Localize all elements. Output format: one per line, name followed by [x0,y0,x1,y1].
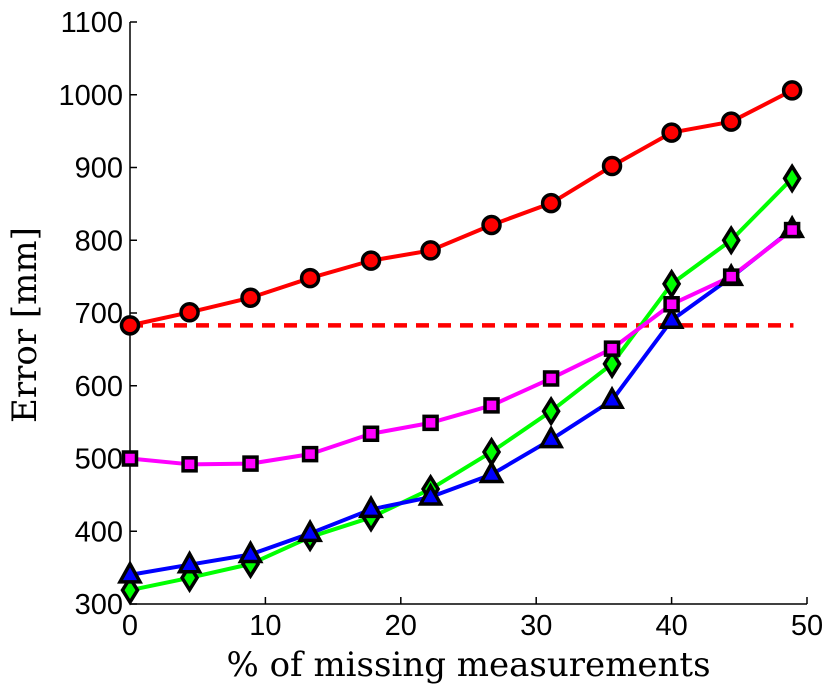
red-circles-line [129,88,794,328]
red-circles-point [119,315,141,336]
green-diamonds-point [782,163,802,194]
blue-triangles-point [478,459,505,484]
green-diamonds-point [541,395,561,427]
y-tick-label: 500 [75,444,123,476]
green-diamonds-line [129,177,794,593]
magenta-squares-point [362,425,380,443]
red-circles-point [360,250,382,271]
y-tick-label: 900 [75,153,123,185]
red-circles-point [240,287,261,308]
y-tick-label: 1100 [61,7,123,39]
red-circles-point [179,302,200,323]
red-circles-point [781,80,803,101]
red-circles-point [481,214,502,236]
magenta-squares-point [722,268,740,285]
red-circles-point [420,240,441,261]
blue-triangles-point [538,424,565,449]
magenta-squares-point [121,450,139,467]
red-circles-point [299,267,321,289]
x-tick-label: 0 [122,610,138,642]
magenta-squares-point [542,370,560,387]
red-circles-point [540,192,562,214]
green-diamonds-point [602,348,622,380]
blue-triangles-point [237,539,264,564]
magenta-squares-point [301,445,319,463]
magenta-squares-point [603,340,621,357]
y-tick-label: 1000 [58,80,123,112]
y-tick-label: 700 [75,298,123,330]
green-diamonds-point [662,268,682,300]
magenta-squares-point [181,456,198,473]
blue-triangles-point [297,518,324,543]
red-circles-point [661,122,682,143]
red-circles-point [720,111,742,132]
magenta-squares-point [483,397,500,414]
y-tick-label: 300 [75,589,123,621]
magenta-squares-point [663,296,680,313]
y-tick-label: 800 [75,225,123,257]
blue-triangles-point [658,305,685,330]
magenta-squares-point [242,455,259,472]
blue-triangles-point [358,494,384,519]
y-tick-label: 600 [75,371,123,403]
red-circles-point [601,155,623,177]
plot-area [117,80,806,606]
magenta-squares-line [129,228,794,467]
green-diamonds-point [721,224,741,256]
x-tick-label: 30 [520,610,552,642]
x-tick-label: 40 [655,610,687,642]
axes: 300 400 500 600 700 800 900 1000 1100 0 10 20 30 40 50 [58,7,823,642]
blue-triangles-line [129,227,794,577]
x-tick-label: 10 [249,610,281,642]
blue-triangles-point [176,550,203,574]
blue-triangles-point [117,560,143,584]
y-axis-title: Error [mm] [5,227,45,423]
y-tick-label: 400 [75,516,123,548]
magenta-squares-point [422,414,439,432]
blue-triangles-point [599,385,625,410]
x-tick-label: 50 [791,610,823,642]
magenta-squares-point [783,221,801,239]
x-axis-title: % of missing measurements [226,645,710,685]
blue-triangles-point [417,482,444,506]
x-tick-label: 20 [385,610,417,642]
green-diamonds-point [120,574,140,606]
